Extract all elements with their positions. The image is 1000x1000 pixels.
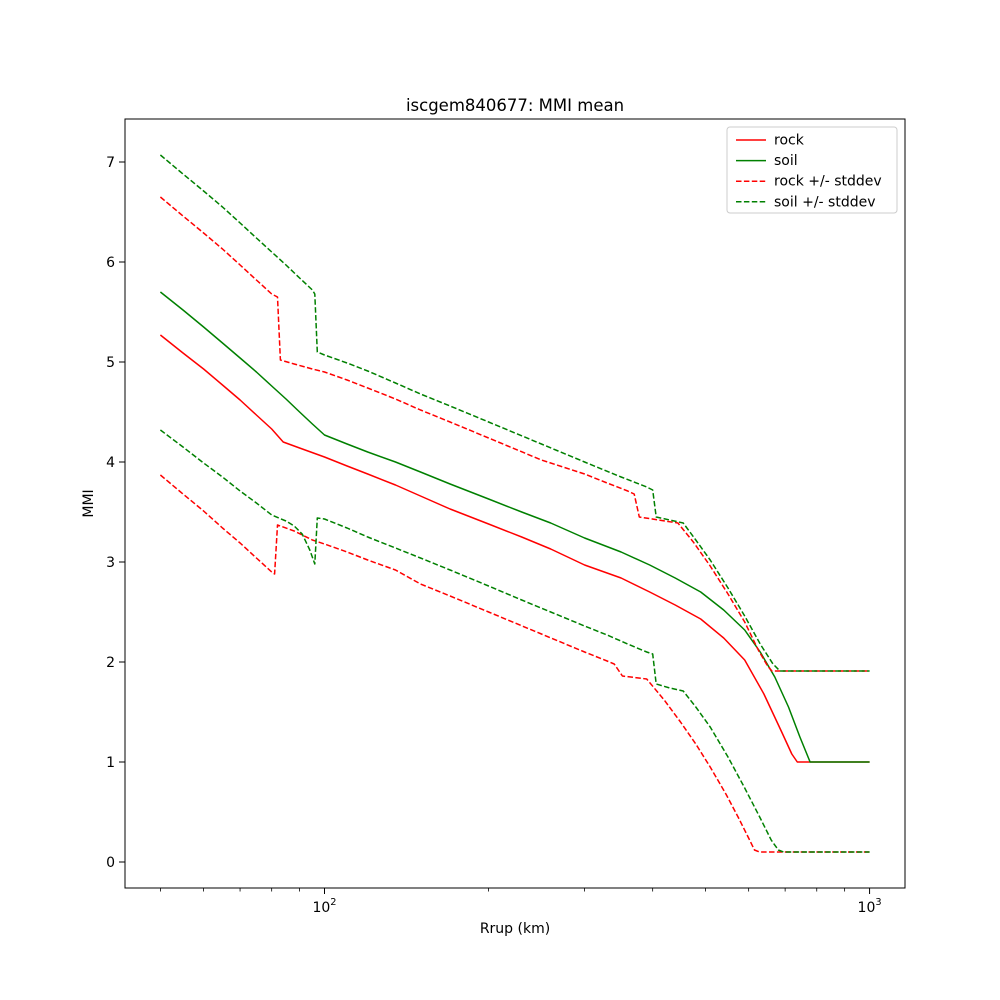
y-axis-label: MMI xyxy=(81,489,97,517)
legend-label: rock +/- stddev xyxy=(774,174,882,190)
chart-title: iscgem840677: MMI mean xyxy=(406,96,624,115)
series-line-rock-mean xyxy=(159,334,870,763)
y-tick-label: 2 xyxy=(106,655,115,671)
x-axis-label: Rrup (km) xyxy=(480,921,550,937)
legend-label: rock xyxy=(774,133,805,149)
series-line-soil-minus-stddev xyxy=(159,429,870,853)
x-tick-label: 103 xyxy=(858,897,882,916)
plot-area: 102 103 0 1 2 3 4 5 6 7 rock soil rock +/- stddev soi… xyxy=(106,118,906,916)
legend: rock soil rock +/- stddev soil +/- stddev xyxy=(726,126,898,214)
y-tick-label: 1 xyxy=(106,755,115,771)
x-tick-label: 102 xyxy=(312,897,336,916)
y-tick-label: 4 xyxy=(106,455,115,471)
y-tick-label: 5 xyxy=(106,355,115,371)
y-tick-label: 0 xyxy=(106,855,115,871)
y-tick-label: 7 xyxy=(106,155,115,171)
series-line-rock-plus-stddev xyxy=(159,196,870,672)
legend-label: soil +/- stddev xyxy=(774,194,876,210)
y-tick-label: 3 xyxy=(106,555,115,571)
series-line-rock-minus-stddev xyxy=(159,474,870,853)
series-line-soil-plus-stddev xyxy=(159,154,870,672)
axes-border xyxy=(124,118,906,889)
legend-label: soil xyxy=(774,153,798,169)
y-tick-label: 6 xyxy=(106,255,115,271)
legend-box xyxy=(726,126,898,214)
